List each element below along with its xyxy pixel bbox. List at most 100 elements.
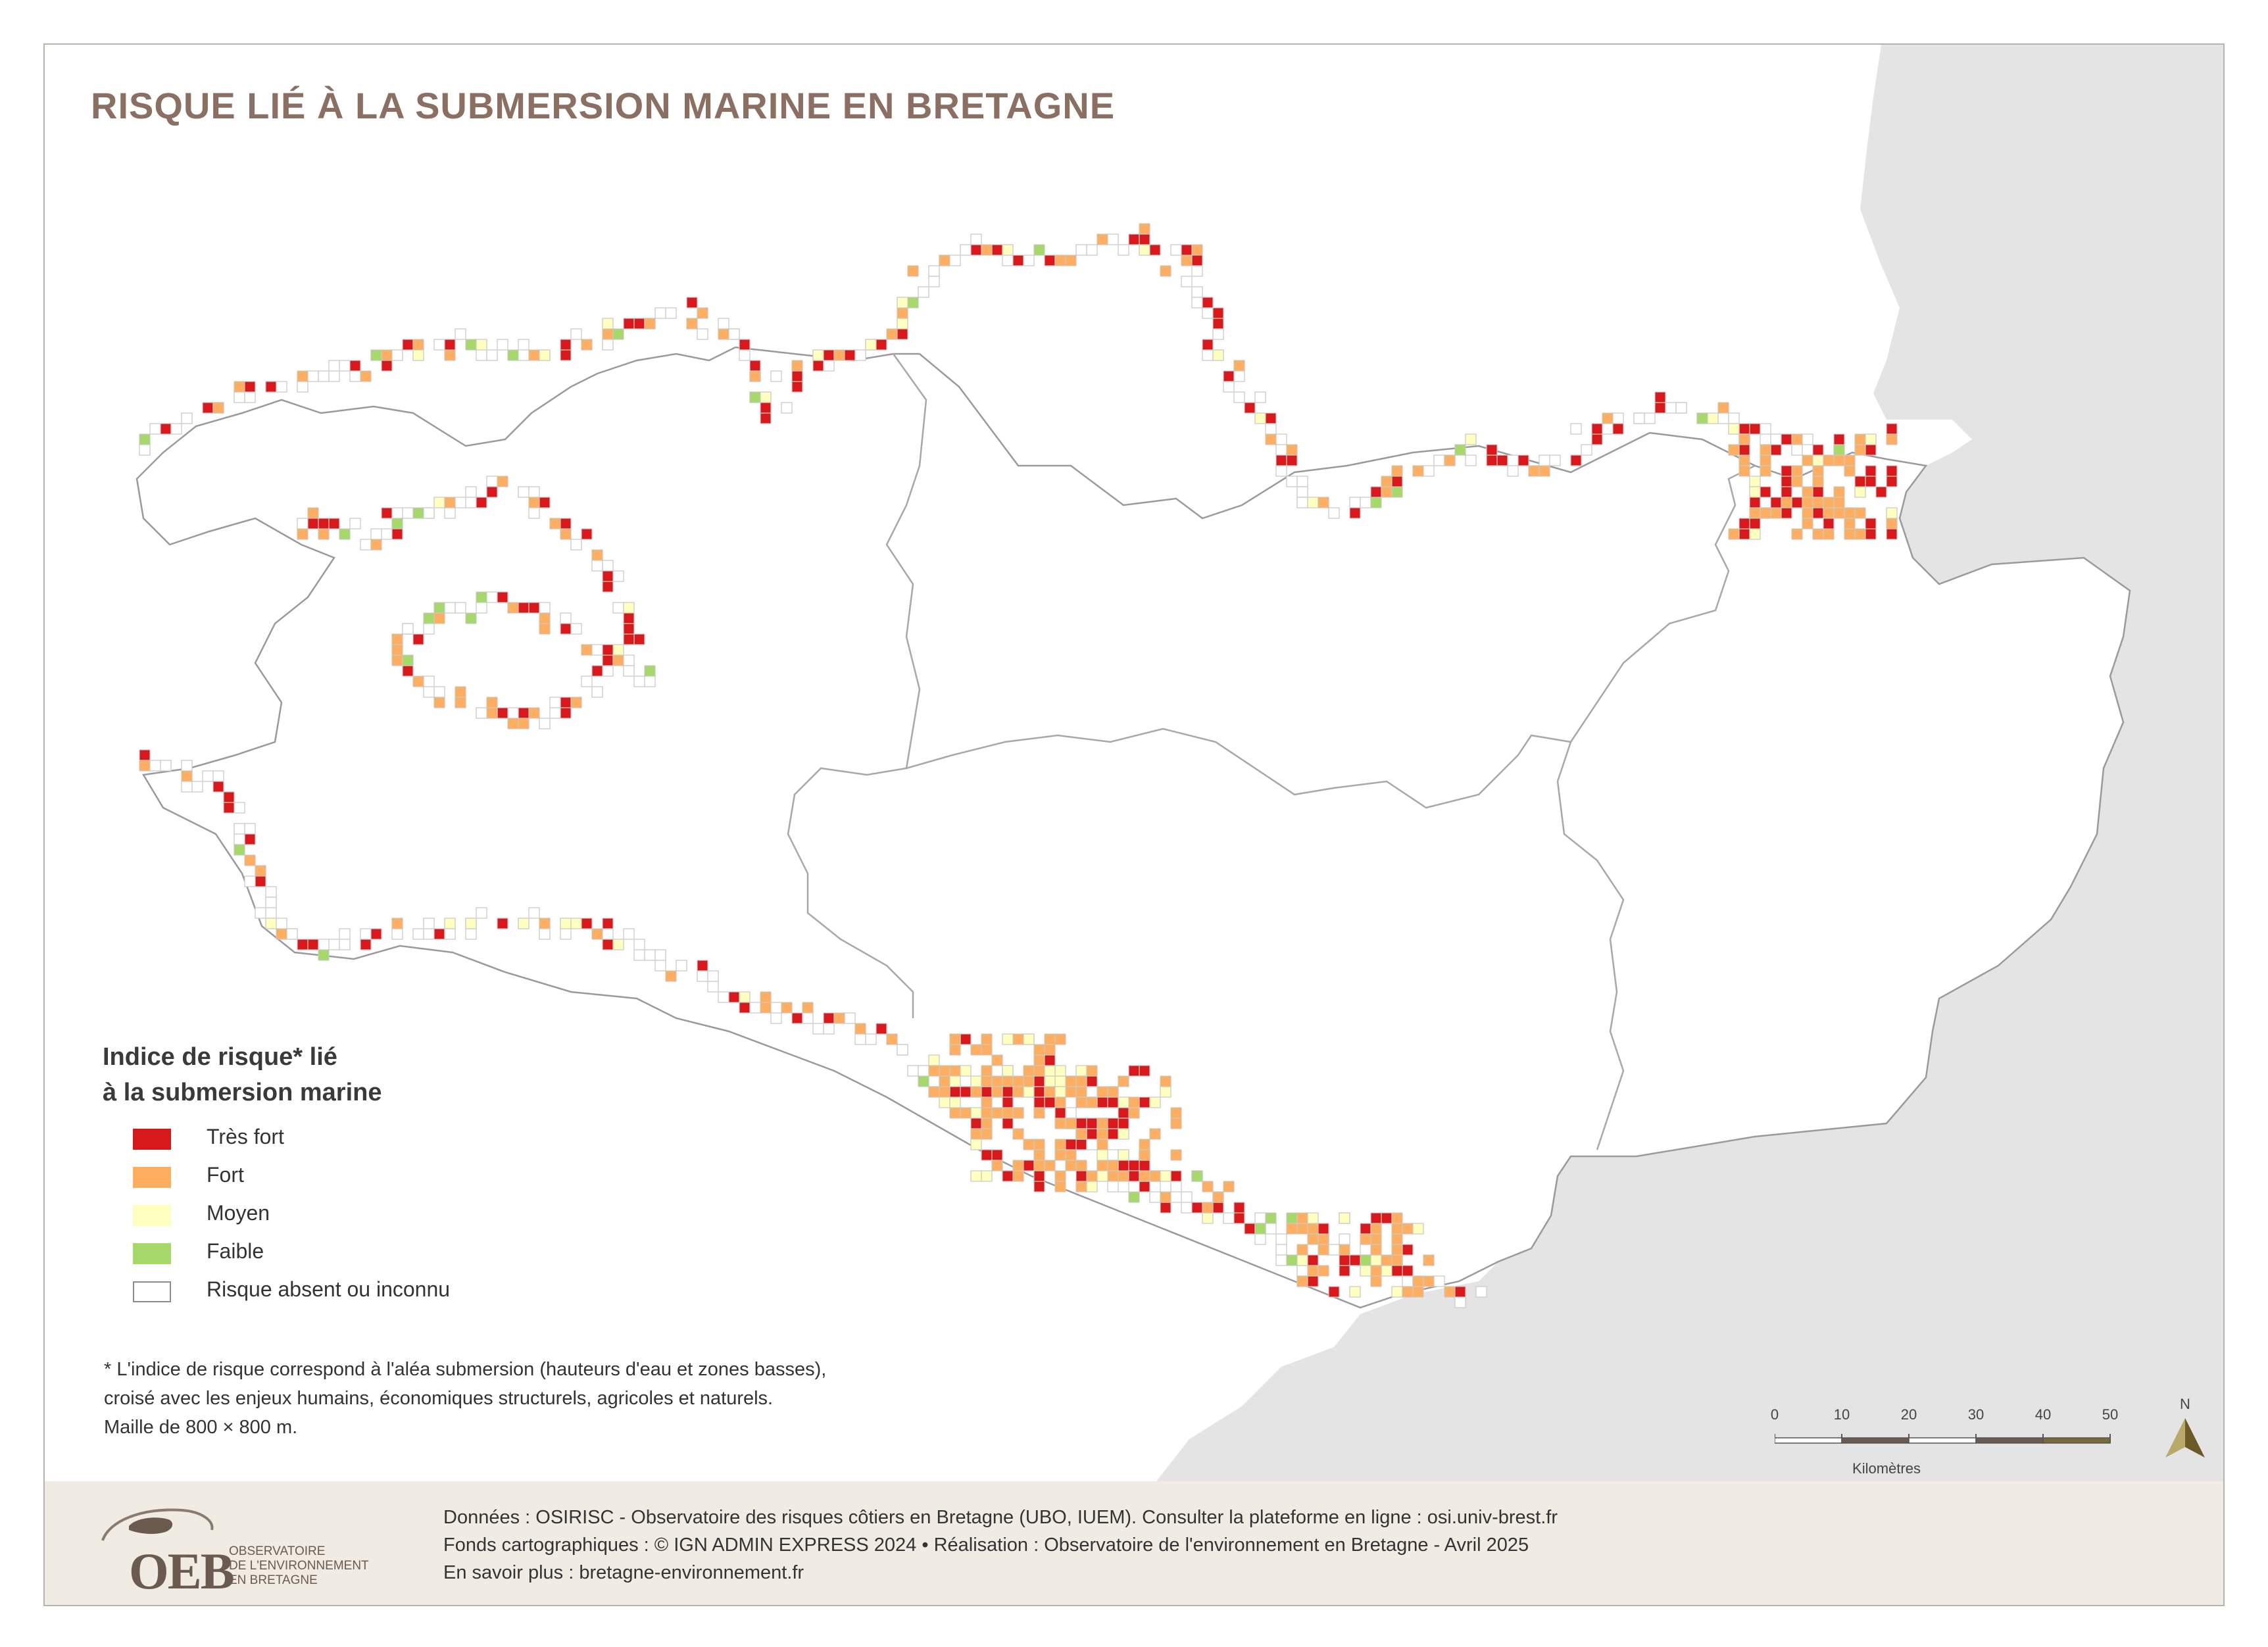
risk-cell	[1539, 455, 1550, 466]
risk-cell	[1675, 402, 1687, 414]
logo-sub-line-3: EN BRETAGNE	[229, 1573, 318, 1587]
risk-cell	[1749, 476, 1761, 487]
risk-cell	[244, 854, 256, 866]
risk-cell	[1833, 507, 1845, 519]
risk-cell	[991, 1107, 1003, 1119]
risk-cell	[1065, 1075, 1077, 1087]
risk-cell	[1844, 507, 1856, 519]
risk-cell	[1296, 1254, 1308, 1266]
risk-cell	[1296, 497, 1308, 508]
risk-cell	[1054, 1075, 1066, 1087]
risk-cell	[1033, 1096, 1045, 1108]
footnote: * L'indice de risque correspond à l'aléa…	[104, 1355, 1025, 1442]
risk-cell	[623, 665, 635, 677]
risk-cell	[1044, 1044, 1056, 1056]
risk-cell	[1328, 1244, 1340, 1256]
risk-cell	[1296, 1212, 1308, 1224]
risk-cell	[1770, 444, 1782, 456]
risk-cell	[1149, 1128, 1161, 1140]
risk-cell	[1602, 423, 1614, 435]
risk-cell	[560, 707, 572, 719]
risk-cell	[791, 381, 803, 393]
risk-cell	[560, 339, 572, 351]
risk-cell	[602, 581, 614, 593]
risk-cell	[297, 381, 308, 393]
risk-cell	[1370, 1233, 1382, 1245]
risk-cell	[1033, 1107, 1045, 1119]
risk-cell	[1581, 444, 1592, 456]
risk-cell	[1823, 528, 1835, 540]
risk-cell	[328, 360, 340, 372]
risk-cell	[770, 370, 782, 382]
risk-cell	[1033, 1065, 1045, 1077]
risk-cell	[602, 654, 614, 666]
risk-cell	[1802, 433, 1813, 445]
risk-cell	[1097, 1128, 1108, 1140]
risk-cell	[1381, 1254, 1393, 1266]
risk-cell	[360, 928, 372, 940]
risk-cell	[1760, 507, 1771, 519]
risk-cell	[1118, 1160, 1129, 1171]
risk-cell	[1075, 1086, 1087, 1098]
risk-cell	[1139, 234, 1150, 245]
risk-cell	[276, 918, 287, 929]
logo-sub-line-2: DE L'ENVIRONNEMENT	[229, 1559, 369, 1573]
risk-cell	[1318, 1233, 1329, 1245]
risk-cell	[749, 1002, 761, 1014]
risk-cell	[423, 612, 435, 624]
risk-cell	[760, 391, 772, 403]
risk-cell	[444, 349, 456, 361]
risk-cell	[686, 318, 698, 330]
risk-cell	[1012, 1033, 1024, 1045]
risk-cell	[328, 939, 340, 950]
risk-cell	[949, 1075, 961, 1087]
risk-cell	[939, 255, 950, 266]
risk-cell	[1286, 1223, 1298, 1235]
risk-cell	[1075, 1139, 1087, 1150]
risk-cell	[1602, 412, 1614, 424]
risk-cell	[1844, 455, 1856, 466]
risk-cell	[391, 928, 403, 940]
risk-cell	[1644, 412, 1656, 424]
legend-swatch-moyen	[133, 1205, 171, 1226]
risk-cell	[465, 918, 477, 929]
risk-cell	[612, 654, 624, 666]
risk-cell	[423, 676, 435, 687]
risk-cell	[960, 1086, 972, 1098]
risk-cell	[633, 939, 645, 950]
risk-cell	[1728, 444, 1740, 456]
risk-cell	[697, 970, 708, 982]
risk-cell	[234, 802, 245, 814]
risk-cell	[1370, 1265, 1382, 1277]
risk-cell	[623, 602, 635, 614]
risk-cell	[1044, 1160, 1056, 1171]
risk-cell	[1454, 444, 1466, 456]
risk-cell	[1128, 1107, 1140, 1119]
risk-cell	[497, 591, 508, 603]
risk-cell	[402, 339, 414, 351]
risk-cell	[1812, 486, 1824, 498]
risk-cell	[507, 707, 519, 719]
risk-cell	[1075, 1118, 1087, 1129]
risk-cell	[1254, 412, 1266, 424]
risk-cell	[833, 349, 845, 361]
risk-cell	[1738, 455, 1750, 466]
risk-cell	[1307, 1223, 1319, 1235]
risk-cell	[244, 381, 256, 393]
risk-cell	[391, 528, 403, 540]
risk-cell	[949, 1107, 961, 1119]
risk-cell	[1286, 444, 1298, 456]
risk-cell	[1212, 318, 1224, 330]
risk-cell	[1812, 455, 1824, 466]
risk-cell	[360, 370, 372, 382]
north-label: N	[2180, 1396, 2190, 1412]
risk-cell	[1149, 1096, 1161, 1108]
risk-cell	[518, 707, 530, 719]
risk-cell	[1412, 1275, 1424, 1287]
risk-cell	[1075, 1075, 1087, 1087]
map-title: RISQUE LIÉ À LA SUBMERSION MARINE EN BRE…	[91, 85, 1116, 126]
risk-cell	[1791, 465, 1803, 477]
scale-tick-0: 0	[1770, 1406, 1779, 1423]
risk-cell	[370, 928, 382, 940]
risk-cell	[1233, 1202, 1245, 1214]
